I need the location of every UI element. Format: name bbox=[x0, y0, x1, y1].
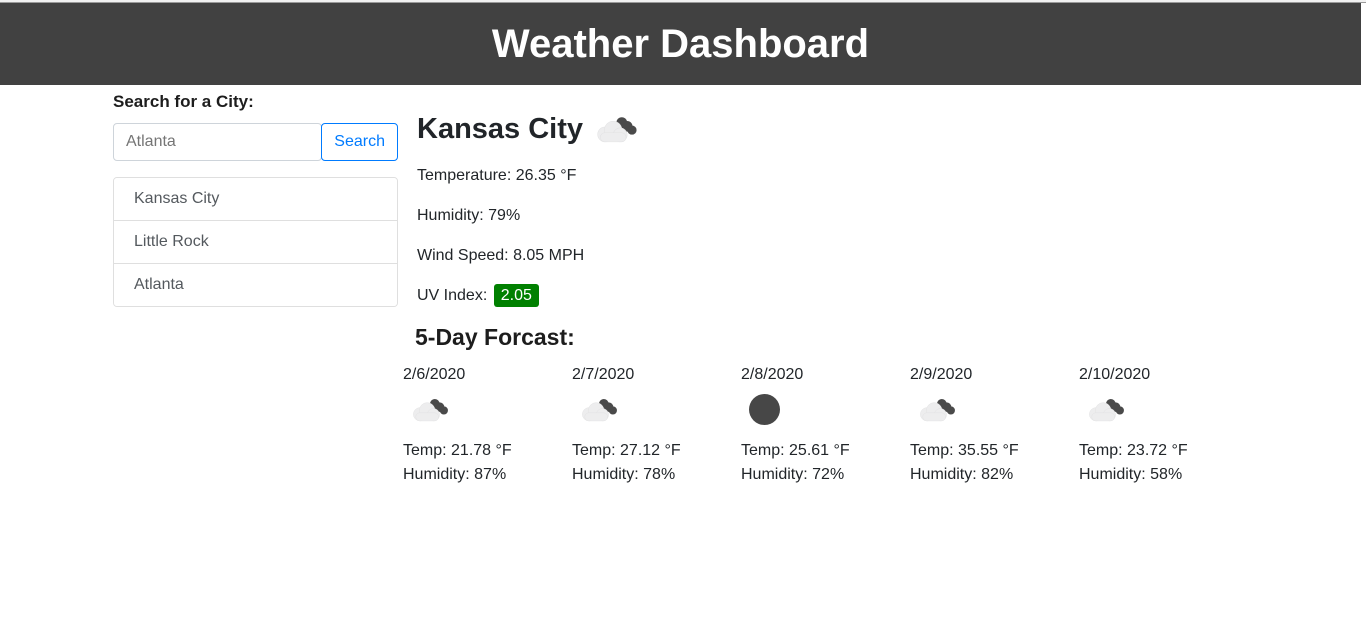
forecast-temp-label: Temp: bbox=[572, 441, 616, 459]
humidity-value: 79% bbox=[488, 206, 521, 224]
humidity-line: Humidity: 79% bbox=[417, 204, 1366, 228]
forecast-humidity-value: 72% bbox=[812, 465, 845, 483]
history-item-little-rock[interactable]: Little Rock bbox=[114, 221, 397, 264]
app-header: Weather Dashboard bbox=[0, 3, 1361, 85]
forecast-humidity-label: Humidity: bbox=[403, 465, 470, 483]
forecast-card: 2/7/2020 Temp: 27.12 °F Humidity: 78% bbox=[572, 365, 741, 487]
page-content: Search for a City: Search Kansas City Li… bbox=[0, 85, 1366, 487]
forecast-card: 2/9/2020 Temp: 35.55 °F Humidity: 82% bbox=[910, 365, 1079, 487]
forecast-temp-label: Temp: bbox=[910, 441, 954, 459]
current-city-name: Kansas City bbox=[417, 113, 584, 145]
forecast-humidity-value: 87% bbox=[474, 465, 507, 483]
forecast-humidity-label: Humidity: bbox=[572, 465, 639, 483]
forecast-heading: 5-Day Forcast: bbox=[415, 323, 575, 350]
forecast-humidity: Humidity: 87% bbox=[403, 463, 572, 487]
search-input-group: Search bbox=[113, 123, 398, 161]
forecast-temp-label: Temp: bbox=[741, 441, 785, 459]
forecast-date: 2/8/2020 bbox=[741, 365, 804, 383]
forecast-temp-value: 25.61 °F bbox=[789, 441, 850, 459]
history-item-kansas-city[interactable]: Kansas City bbox=[114, 178, 397, 221]
forecast-temp: Temp: 21.78 °F bbox=[403, 439, 572, 463]
broken-clouds-icon bbox=[411, 394, 572, 426]
search-sidebar: Search for a City: Search Kansas City Li… bbox=[113, 92, 398, 307]
broken-clouds-icon bbox=[1087, 394, 1248, 426]
forecast-temp: Temp: 35.55 °F bbox=[910, 439, 1079, 463]
forecast-temp-value: 35.55 °F bbox=[958, 441, 1019, 459]
forecast-row: 2/6/2020 Temp: 21.78 °F Humidity: 87% 2/… bbox=[403, 365, 1366, 487]
forecast-temp-value: 27.12 °F bbox=[620, 441, 681, 459]
forecast-temp: Temp: 23.72 °F bbox=[1079, 439, 1248, 463]
wind-speed-line: Wind Speed: 8.05 MPH bbox=[417, 244, 1366, 268]
uv-index-badge: 2.05 bbox=[493, 283, 539, 307]
forecast-date: 2/9/2020 bbox=[910, 365, 973, 383]
search-label: Search for a City: bbox=[113, 92, 254, 111]
forecast-temp-label: Temp: bbox=[403, 441, 447, 459]
forecast-humidity: Humidity: 58% bbox=[1079, 463, 1248, 487]
page-title: Weather Dashboard bbox=[491, 21, 870, 66]
forecast-humidity-label: Humidity: bbox=[1079, 465, 1146, 483]
broken-clouds-icon bbox=[918, 394, 1079, 426]
window-top-edge bbox=[0, 0, 1366, 3]
forecast-temp-value: 23.72 °F bbox=[1127, 441, 1188, 459]
history-item-atlanta[interactable]: Atlanta bbox=[114, 264, 397, 306]
wind-speed-value: 8.05 MPH bbox=[513, 246, 585, 264]
temperature-label: Temperature: bbox=[417, 166, 512, 184]
temperature-line: Temperature: 26.35 °F bbox=[417, 164, 1366, 188]
forecast-humidity-label: Humidity: bbox=[910, 465, 977, 483]
forecast-humidity-value: 78% bbox=[643, 465, 676, 483]
forecast-date: 2/6/2020 bbox=[403, 365, 466, 383]
forecast-humidity-label: Humidity: bbox=[741, 465, 808, 483]
forecast-humidity: Humidity: 82% bbox=[910, 463, 1079, 487]
forecast-card: 2/10/2020 Temp: 23.72 °F Humidity: 58% bbox=[1079, 365, 1248, 487]
forecast-date: 2/7/2020 bbox=[572, 365, 635, 383]
uv-index-line: UV Index: 2.05 bbox=[417, 283, 1366, 308]
broken-clouds-icon bbox=[580, 394, 741, 426]
uv-index-label: UV Index: bbox=[417, 286, 488, 304]
temperature-value: 26.35 °F bbox=[515, 166, 577, 184]
dark-circle-icon bbox=[749, 394, 910, 426]
search-button[interactable]: Search bbox=[321, 123, 398, 161]
forecast-date: 2/10/2020 bbox=[1079, 365, 1151, 383]
search-history-list: Kansas City Little Rock Atlanta bbox=[113, 177, 398, 307]
forecast-humidity-value: 82% bbox=[981, 465, 1014, 483]
wind-speed-label: Wind Speed: bbox=[417, 246, 509, 264]
city-search-input[interactable] bbox=[113, 123, 323, 161]
forecast-temp: Temp: 25.61 °F bbox=[741, 439, 910, 463]
forecast-humidity-value: 58% bbox=[1150, 465, 1183, 483]
weather-main: Kansas City Temperature: 26.35 °F Humidi… bbox=[403, 92, 1366, 487]
forecast-card: 2/6/2020 Temp: 21.78 °F Humidity: 87% bbox=[403, 365, 572, 487]
forecast-humidity: Humidity: 78% bbox=[572, 463, 741, 487]
current-city-heading: Kansas City bbox=[417, 112, 1366, 147]
forecast-temp: Temp: 27.12 °F bbox=[572, 439, 741, 463]
forecast-temp-label: Temp: bbox=[1079, 441, 1123, 459]
humidity-label: Humidity: bbox=[417, 206, 484, 224]
broken-clouds-icon bbox=[595, 114, 640, 144]
forecast-humidity: Humidity: 72% bbox=[741, 463, 910, 487]
forecast-card: 2/8/2020 Temp: 25.61 °F Humidity: 72% bbox=[741, 365, 910, 487]
forecast-temp-value: 21.78 °F bbox=[451, 441, 512, 459]
